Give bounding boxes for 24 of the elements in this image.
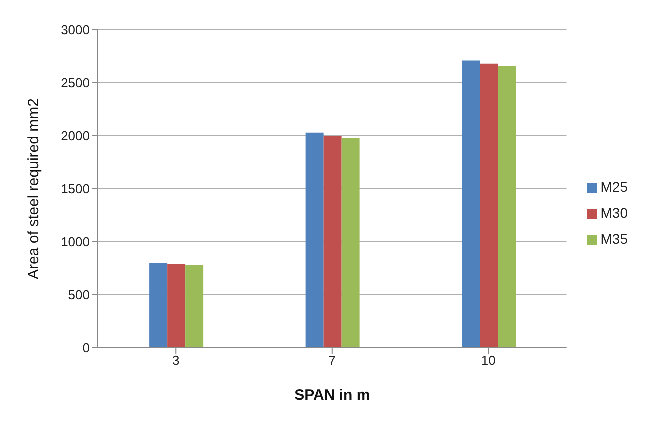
bar (150, 263, 168, 348)
y-tick-label: 1500 (61, 182, 90, 197)
y-axis-title: Area of steel required mm2 (25, 98, 42, 280)
bar (498, 66, 516, 348)
y-tick-label: 2500 (61, 76, 90, 91)
bar (186, 265, 204, 348)
legend-label: M25 (600, 179, 628, 195)
y-tick-label: 500 (68, 288, 90, 303)
bar (342, 138, 360, 348)
y-tick-label: 2000 (61, 128, 90, 144)
bar (480, 64, 498, 348)
x-tick-label: 7 (328, 353, 336, 368)
legend-label: M35 (600, 231, 628, 247)
y-tick-label: 0 (82, 340, 90, 356)
y-tick-label: 1000 (61, 234, 90, 250)
x-tick-label: 10 (481, 353, 496, 368)
bar (324, 136, 342, 348)
bar (462, 60, 480, 348)
x-axis-title: SPAN in m (294, 387, 370, 404)
x-tick-label: 3 (172, 353, 180, 368)
legend-label: M30 (600, 205, 628, 221)
bar (306, 132, 324, 348)
bar (168, 264, 186, 348)
y-tick-label: 3000 (61, 22, 90, 38)
